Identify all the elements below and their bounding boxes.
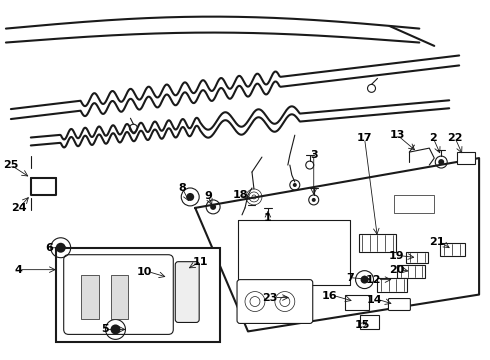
Bar — [360, 315, 379, 329]
Text: 11: 11 — [193, 257, 208, 267]
Text: 7: 7 — [346, 273, 354, 283]
Text: 17: 17 — [357, 133, 372, 143]
Text: 15: 15 — [355, 320, 370, 330]
Text: 21: 21 — [429, 237, 444, 247]
FancyBboxPatch shape — [175, 262, 199, 323]
Text: 23: 23 — [263, 293, 278, 302]
Text: 1: 1 — [264, 213, 272, 223]
Bar — [397, 265, 425, 278]
Text: 9: 9 — [204, 191, 212, 201]
Circle shape — [312, 198, 316, 202]
Bar — [111, 275, 128, 319]
Text: 22: 22 — [447, 133, 463, 143]
Circle shape — [293, 183, 297, 187]
FancyBboxPatch shape — [389, 298, 410, 310]
Bar — [440, 243, 465, 256]
Text: 25: 25 — [3, 160, 19, 170]
Text: 24: 24 — [11, 203, 26, 213]
Circle shape — [186, 193, 194, 201]
Bar — [344, 294, 368, 310]
Bar — [394, 195, 434, 213]
FancyBboxPatch shape — [237, 280, 313, 323]
Text: 16: 16 — [322, 291, 338, 301]
Text: 20: 20 — [389, 265, 404, 275]
Text: 2: 2 — [429, 133, 437, 143]
Bar — [377, 278, 407, 292]
Bar — [359, 234, 396, 252]
Circle shape — [361, 276, 368, 284]
Text: 10: 10 — [137, 267, 152, 276]
Text: 6: 6 — [45, 243, 53, 253]
Circle shape — [438, 159, 444, 165]
FancyBboxPatch shape — [64, 255, 173, 334]
Bar — [457, 152, 475, 164]
Circle shape — [210, 204, 216, 210]
Text: 13: 13 — [390, 130, 405, 140]
Text: 19: 19 — [389, 251, 404, 261]
Text: 3: 3 — [310, 150, 318, 160]
Text: 8: 8 — [178, 183, 186, 193]
Circle shape — [111, 324, 121, 334]
Bar — [406, 252, 428, 263]
Text: 18: 18 — [232, 190, 248, 200]
Bar — [81, 275, 98, 319]
Text: 12: 12 — [366, 275, 382, 285]
Text: 14: 14 — [367, 294, 383, 305]
Text: 4: 4 — [15, 265, 23, 275]
Text: 5: 5 — [101, 324, 108, 334]
Circle shape — [56, 243, 66, 253]
Bar — [56, 248, 220, 342]
